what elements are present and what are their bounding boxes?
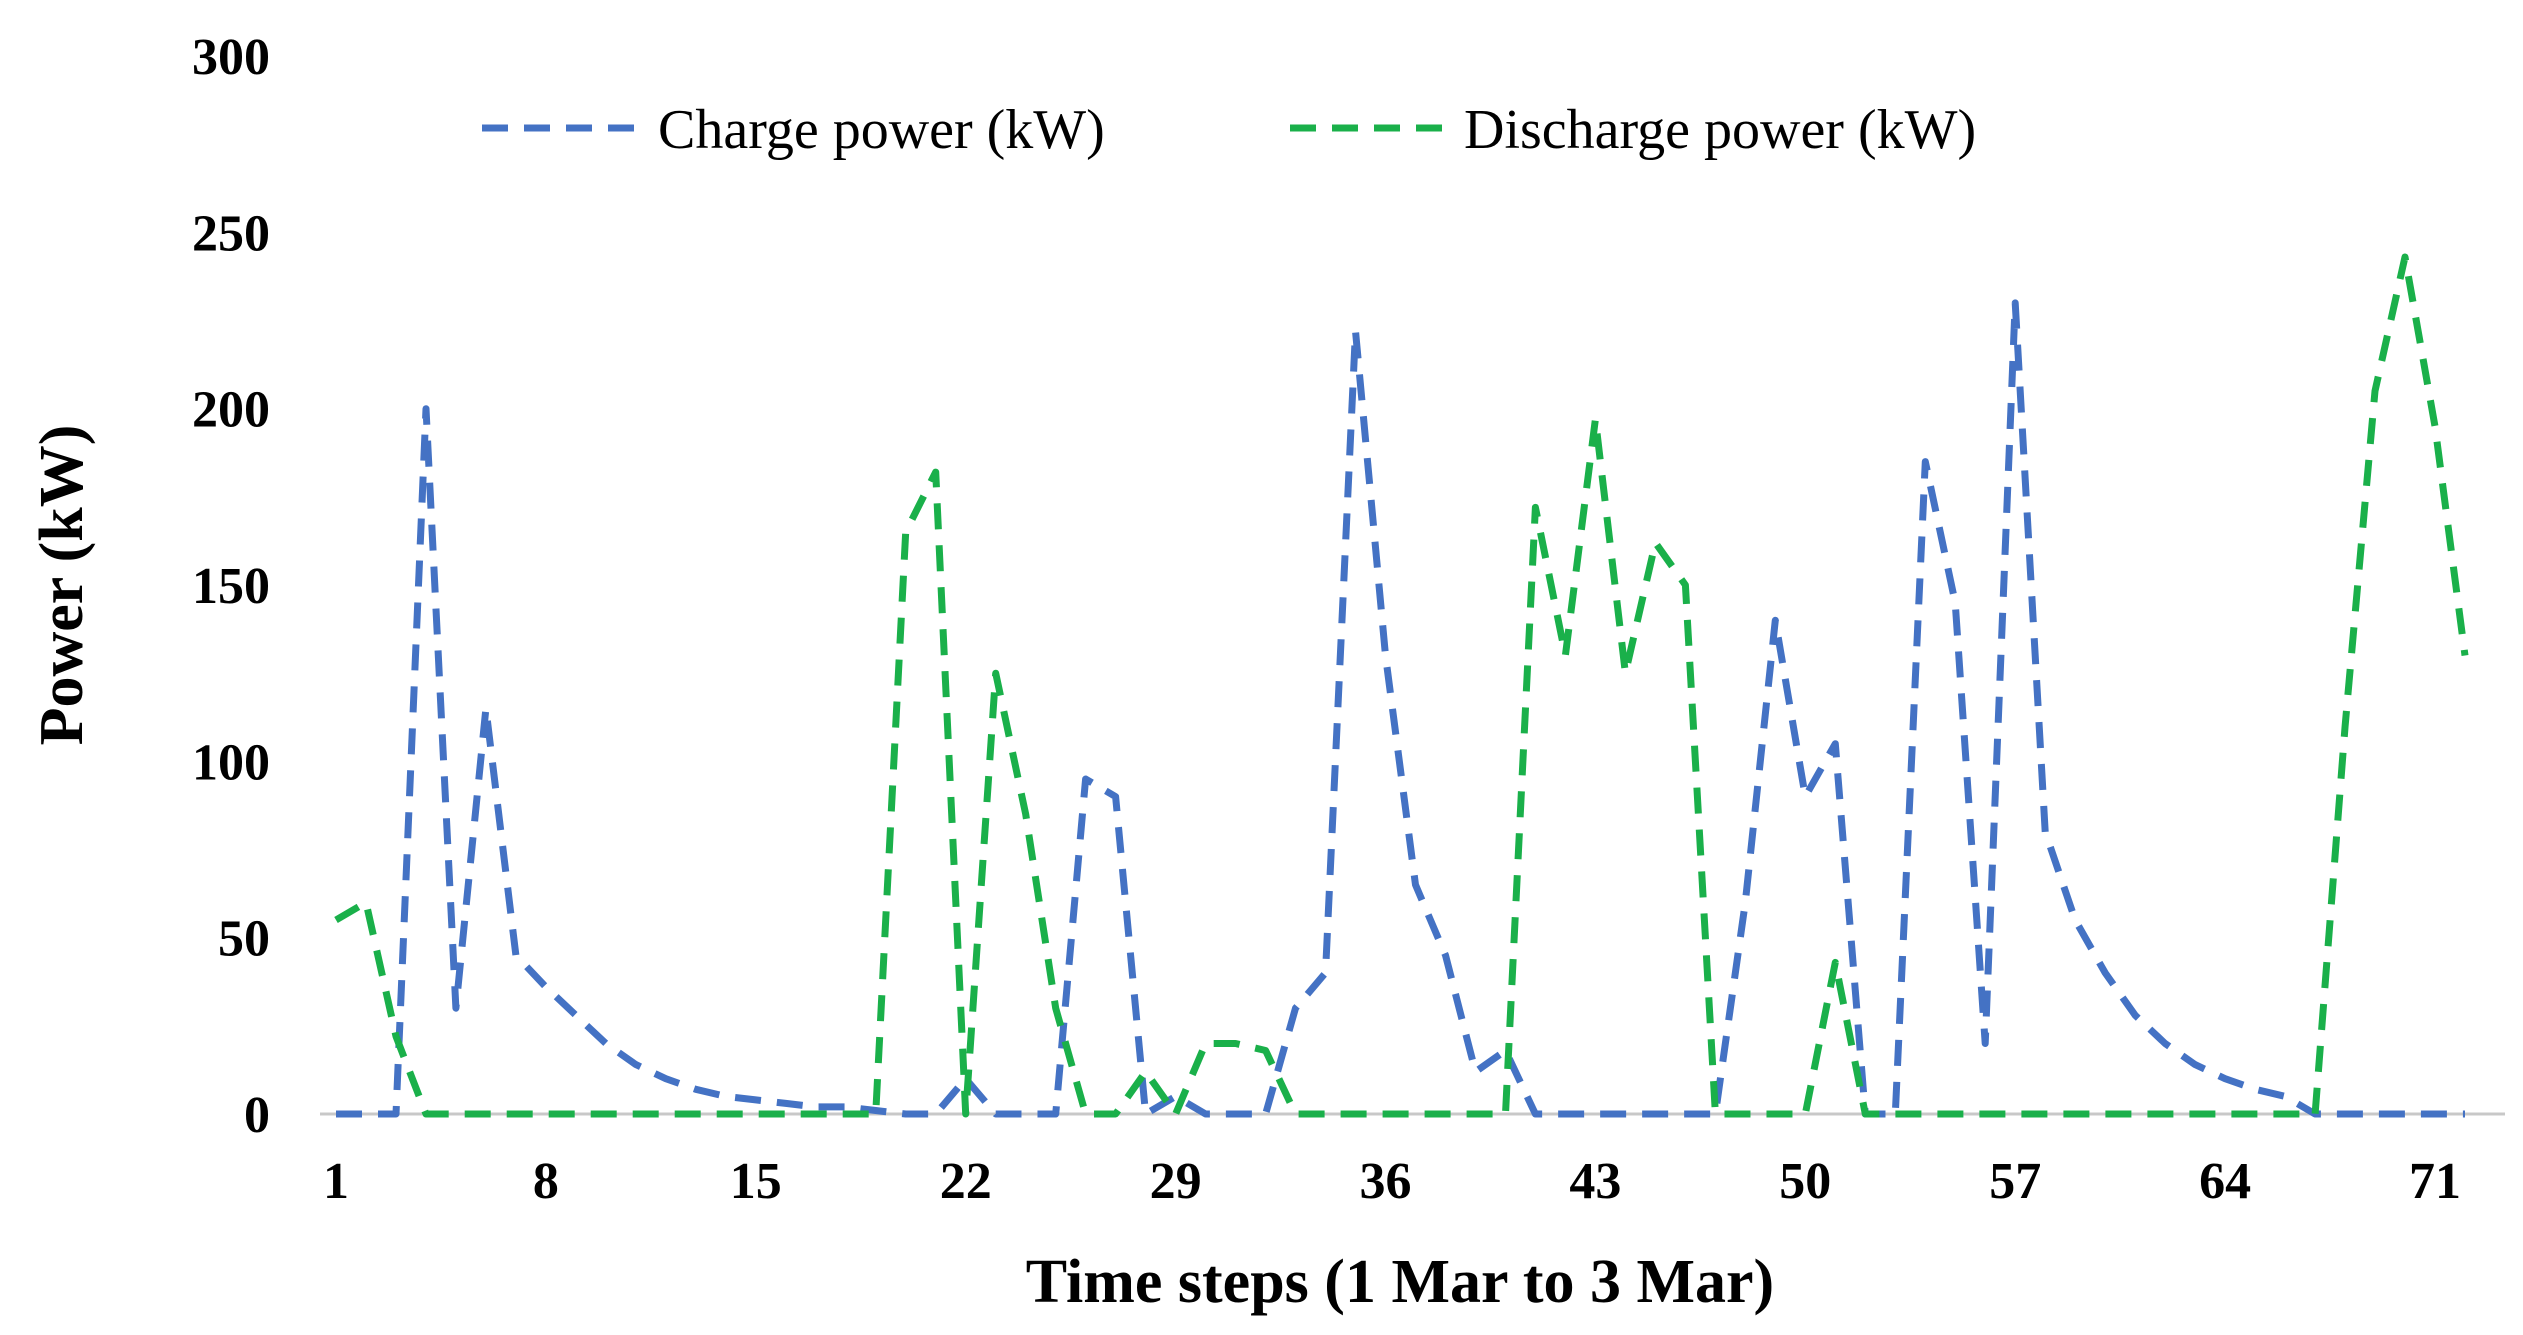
x-tick-label: 71 (2409, 1153, 2461, 1210)
x-tick-label: 29 (1150, 1153, 1202, 1210)
x-tick-label: 1 (323, 1153, 349, 1210)
x-axis-title: Time steps (1 Mar to 3 Mar) (1026, 1248, 1774, 1316)
y-tick-label: 300 (192, 29, 270, 86)
x-tick-label: 64 (2199, 1153, 2251, 1210)
y-tick-label: 0 (244, 1087, 270, 1144)
legend: Charge power (kW) Discharge power (kW) (482, 99, 1976, 161)
x-tick-label: 50 (1779, 1153, 1831, 1210)
y-axis-ticks: 0 50 100 150 200 250 300 (192, 29, 270, 1144)
x-tick-label: 22 (940, 1153, 992, 1210)
x-tick-label: 8 (533, 1153, 559, 1210)
x-tick-label: 43 (1569, 1153, 1621, 1210)
y-axis-title: Power (kW) (28, 425, 96, 746)
series-line-discharge (334, 253, 2469, 1118)
series-line-charge (336, 299, 2465, 1118)
y-tick-label: 50 (218, 911, 270, 968)
x-tick-label: 36 (1360, 1153, 1412, 1210)
series-layer (334, 253, 2469, 1118)
legend-label: Charge power (kW) (658, 99, 1105, 161)
legend-label: Discharge power (kW) (1464, 99, 1976, 161)
x-axis-ticks: 1 8 15 22 29 36 43 50 57 64 71 (323, 1153, 2461, 1210)
y-tick-label: 200 (192, 382, 270, 439)
y-tick-label: 100 (192, 734, 270, 791)
x-tick-label: 57 (1989, 1153, 2041, 1210)
x-tick-label: 15 (730, 1153, 782, 1210)
y-tick-label: 150 (192, 558, 270, 615)
y-tick-label: 250 (192, 205, 270, 262)
